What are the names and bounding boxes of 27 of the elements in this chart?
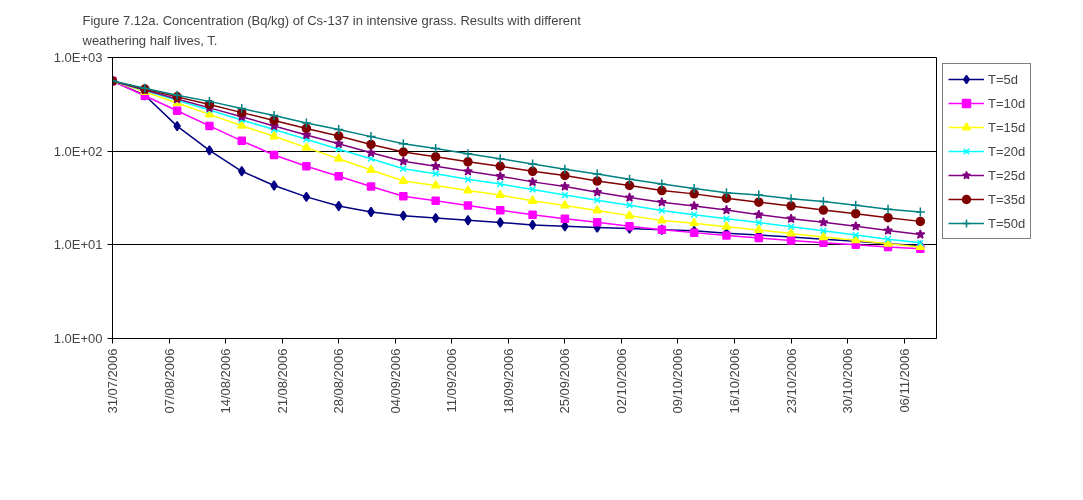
x-tick-label: 28/08/2006 — [331, 348, 347, 414]
legend-label: T=10d — [988, 95, 1026, 111]
legend-label: T=25d — [988, 167, 1026, 183]
chart-title: Figure 7.12a. Concentration (Bq/kg) of Cs-137 in intensive grass. Results with different weathering half lives, T. — [81, 13, 582, 48]
x-tick-label: 25/09/2006 — [557, 348, 573, 414]
x-tick-label: 14/08/2006 — [218, 348, 234, 414]
x-tick-label: 31/07/2006 — [105, 348, 120, 414]
legend-label: T=15d — [988, 119, 1026, 135]
y-tick-label: 1.0E+03 — [53, 50, 103, 65]
x-tick-label: 30/10/2006 — [840, 348, 856, 414]
legend-label: T=50d — [988, 215, 1026, 231]
legend-label: T=5d — [988, 71, 1018, 87]
y-tick-label: 1.0E+00 — [53, 331, 103, 346]
legend-label: T=20d — [988, 143, 1026, 159]
x-tick-label: 23/10/2006 — [783, 348, 799, 414]
x-tick-label: 21/08/2006 — [274, 348, 290, 414]
x-tick-label: 09/10/2006 — [670, 348, 686, 414]
x-tick-label: 16/10/2006 — [727, 348, 743, 414]
y-tick-label: 1.0E+02 — [53, 143, 103, 159]
x-tick-label: 04/09/2006 — [387, 348, 403, 414]
legend-label: T=35d — [988, 191, 1026, 207]
x-tick-label: 06/11/2006 — [896, 348, 912, 413]
x-tick-label: 02/10/2006 — [613, 348, 629, 414]
x-tick-label: 07/08/2006 — [161, 348, 177, 414]
x-tick-label: 11/09/2006 — [444, 348, 460, 413]
x-tick-label: 18/09/2006 — [500, 348, 516, 414]
y-tick-label: 1.0E+01 — [53, 237, 103, 253]
